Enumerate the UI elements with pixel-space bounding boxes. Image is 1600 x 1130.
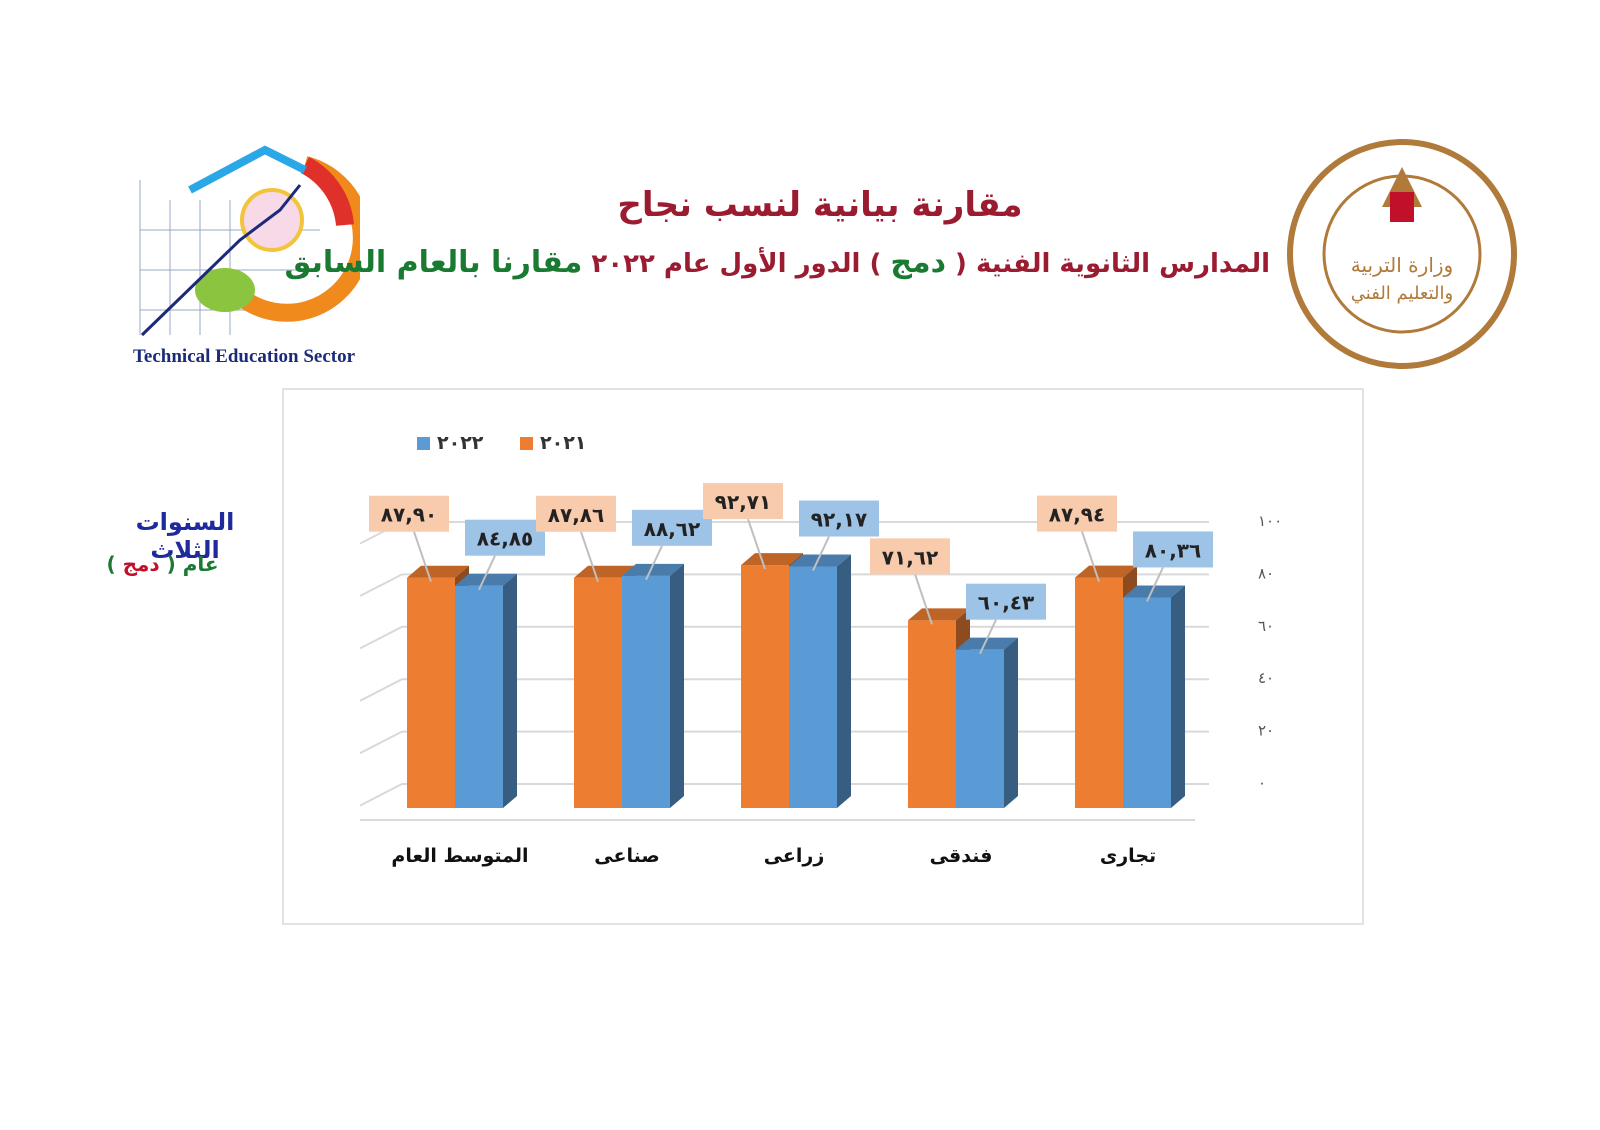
- data-label-box: [1037, 495, 1117, 532]
- technical-education-sector-logo: [139, 145, 360, 337]
- y-tick-label: ٠: [1258, 774, 1266, 792]
- data-label-box: [870, 538, 950, 575]
- bar-top: [741, 553, 803, 566]
- x-tick-label: المتوسط العام: [391, 845, 528, 867]
- data-label-box: [703, 483, 783, 520]
- side-label-part: عام (: [166, 552, 219, 576]
- bar-top: [1075, 565, 1137, 578]
- svg-text:وزارة التربية: وزارة التربية: [1351, 253, 1453, 277]
- gridline-side: [359, 573, 403, 597]
- y-tick-label: ٢٠: [1258, 722, 1274, 740]
- y-tick-label: ٦٠: [1258, 617, 1274, 635]
- bar-top: [956, 637, 1018, 650]
- bar-top: [908, 608, 970, 621]
- gridline-side: [359, 678, 403, 702]
- side-label-type: عام ( دمج ): [100, 552, 225, 576]
- data-label: ٨٧,٩٤: [1049, 503, 1105, 527]
- label-leader: [478, 555, 496, 591]
- data-label-box: [799, 500, 879, 537]
- bar-2022: [789, 566, 837, 808]
- label-leader: [1146, 567, 1164, 602]
- bar-2021: [574, 577, 622, 808]
- bar-side: [837, 554, 851, 808]
- subtitle-part: المدارس الثانوية الفنية (: [955, 249, 1270, 279]
- bar-top: [1123, 585, 1185, 598]
- bar-top: [407, 565, 469, 578]
- data-label-box: [966, 583, 1046, 620]
- bar-2022: [622, 575, 670, 808]
- gridline-side: [359, 783, 403, 807]
- chart-title: مقارنة بيانية لنسب نجاح: [617, 185, 1023, 225]
- x-tick-label: تجارى: [1100, 845, 1156, 867]
- data-label: ٨٧,٨٦: [548, 503, 604, 527]
- bar-side: [1171, 585, 1185, 808]
- bar-2022: [1123, 597, 1171, 808]
- gridline-side: [359, 730, 403, 755]
- side-label-part: دمج: [122, 552, 160, 576]
- legend-label: ٢٠٢٢: [437, 432, 484, 454]
- gridline-side: [359, 625, 403, 650]
- technical-education-sector-label: Technical Education Sector: [133, 346, 356, 367]
- chart-frame: [282, 388, 1364, 925]
- label-leader: [979, 619, 997, 655]
- label-leader: [747, 518, 766, 570]
- ministry-of-education-seal: وزارة التربية والتعليم الفني: [1287, 139, 1517, 369]
- x-tick-label: فندقى: [930, 845, 993, 867]
- bar-top: [455, 573, 517, 586]
- side-label-part: ): [106, 552, 116, 576]
- subtitle-part: ) الدور الأول عام ٢٠٢٢: [591, 249, 882, 279]
- bar-2021: [1075, 577, 1123, 808]
- label-leader: [580, 531, 599, 583]
- bar-side: [1004, 637, 1018, 808]
- data-label: ٨٧,٩٠: [381, 503, 437, 527]
- data-label-box: [536, 495, 616, 532]
- data-label-box: [465, 519, 545, 556]
- data-label: ٨٠,٣٦: [1145, 538, 1201, 562]
- legend-label: ٢٠٢١: [540, 432, 586, 454]
- bar-side: [670, 563, 684, 808]
- svg-text:والتعليم الفني: والتعليم الفني: [1351, 283, 1453, 304]
- chart-subtitle: المدارس الثانوية الفنية ( دمج ) الدور ال…: [285, 245, 1270, 280]
- data-label: ٩٢,١٧: [811, 508, 867, 532]
- data-label-box: [369, 495, 449, 532]
- bar-top: [574, 565, 636, 578]
- x-tick-label: زراعى: [764, 845, 825, 867]
- x-tick-label: صناعى: [594, 845, 659, 867]
- y-tick-label: ١٠٠: [1258, 512, 1282, 530]
- label-leader: [812, 536, 830, 571]
- bar-top: [789, 554, 851, 567]
- bar-2021: [407, 577, 455, 808]
- bar-side: [503, 573, 517, 808]
- data-label-box: [632, 509, 712, 546]
- y-tick-label: ٨٠: [1258, 564, 1274, 582]
- label-leader: [645, 545, 663, 581]
- legend-swatch: [520, 437, 533, 450]
- data-label: ٨٤,٨٥: [477, 527, 533, 551]
- data-label: ٩٢,٧١: [715, 490, 771, 514]
- bar-2022: [956, 649, 1004, 808]
- subtitle-part: مقارنا بالعام السابق: [284, 245, 583, 280]
- bar-2021: [741, 565, 789, 808]
- bar-2021: [908, 620, 956, 808]
- label-leader: [413, 531, 432, 583]
- bar-2022: [455, 585, 503, 808]
- side-label-years: السنوات الثلاث: [135, 508, 235, 564]
- data-label: ٧١,٦٢: [882, 545, 938, 569]
- data-label-box: [1133, 531, 1213, 568]
- label-leader: [914, 574, 933, 625]
- subtitle-part: دمج: [890, 245, 946, 280]
- legend-swatch: [417, 437, 430, 450]
- label-leader: [1081, 531, 1100, 582]
- data-label: ٨٨,٦٢: [644, 517, 700, 541]
- bar-top: [622, 563, 684, 576]
- y-tick-label: ٤٠: [1258, 669, 1274, 687]
- data-label: ٦٠,٤٣: [978, 591, 1034, 615]
